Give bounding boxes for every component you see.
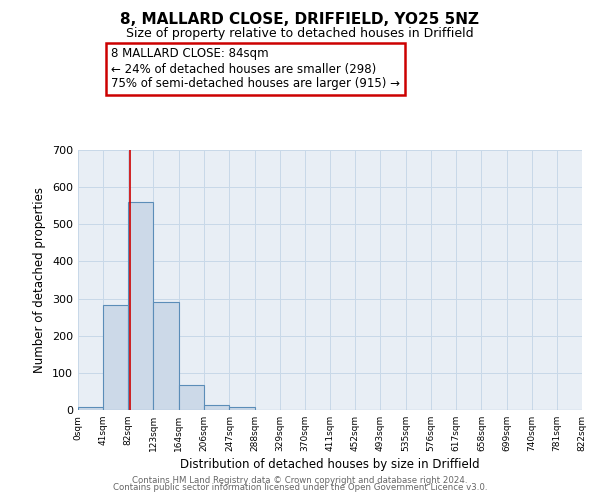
X-axis label: Distribution of detached houses by size in Driffield: Distribution of detached houses by size …	[180, 458, 480, 471]
Bar	[229, 406, 254, 410]
Y-axis label: Number of detached properties: Number of detached properties	[34, 187, 46, 373]
Bar	[154, 302, 179, 410]
Bar	[205, 405, 229, 410]
Bar	[103, 306, 128, 410]
Bar	[78, 408, 103, 410]
Text: Size of property relative to detached houses in Driffield: Size of property relative to detached ho…	[126, 28, 474, 40]
Bar	[179, 384, 205, 410]
Text: 8, MALLARD CLOSE, DRIFFIELD, YO25 5NZ: 8, MALLARD CLOSE, DRIFFIELD, YO25 5NZ	[121, 12, 479, 28]
Text: 8 MALLARD CLOSE: 84sqm
← 24% of detached houses are smaller (298)
75% of semi-de: 8 MALLARD CLOSE: 84sqm ← 24% of detached…	[111, 48, 400, 90]
Text: Contains HM Land Registry data © Crown copyright and database right 2024.: Contains HM Land Registry data © Crown c…	[132, 476, 468, 485]
Bar	[128, 202, 154, 410]
Text: Contains public sector information licensed under the Open Government Licence v3: Contains public sector information licen…	[113, 484, 487, 492]
